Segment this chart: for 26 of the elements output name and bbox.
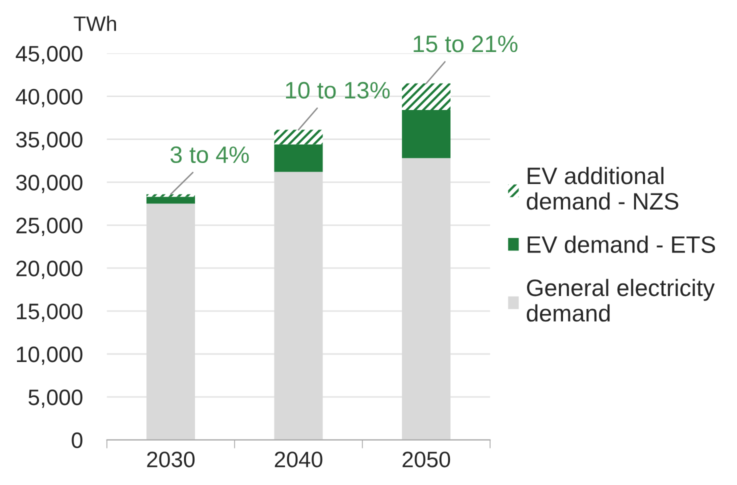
legend-label: General electricity demand	[526, 278, 715, 322]
y-tick-label: 10,000	[16, 346, 82, 365]
y-tick-label: 30,000	[16, 174, 82, 194]
annotation: 15 to 21%	[414, 36, 518, 52]
bar	[274, 144, 323, 172]
legend-label: EV demand - ETS	[528, 236, 716, 253]
y-axis-title: TWh	[74, 16, 116, 31]
legend-label: EV additional demand - NZS	[526, 166, 678, 210]
y-tick-label: 0	[72, 432, 82, 448]
y-tick-label: 35,000	[16, 132, 82, 150]
y-tick-label: 25,000	[16, 218, 82, 236]
y-tick-label: 5,000	[28, 389, 82, 408]
bar	[146, 196, 196, 204]
bar	[146, 194, 196, 197]
y-tick-label: 15,000	[16, 304, 82, 322]
annotation: 3 to 4%	[170, 146, 249, 164]
bar	[402, 110, 451, 158]
bar	[402, 83, 451, 110]
annotation: 10 to 13%	[286, 82, 390, 99]
x-tick-label: 2030	[147, 452, 195, 468]
x-tick-label: 2050	[402, 452, 450, 468]
y-tick-label: 45,000	[16, 46, 82, 64]
x-tick-label: 2040	[274, 452, 322, 468]
y-tick-label: 40,000	[16, 88, 82, 108]
bar	[274, 130, 323, 144]
y-tick-label: 20,000	[16, 260, 82, 279]
